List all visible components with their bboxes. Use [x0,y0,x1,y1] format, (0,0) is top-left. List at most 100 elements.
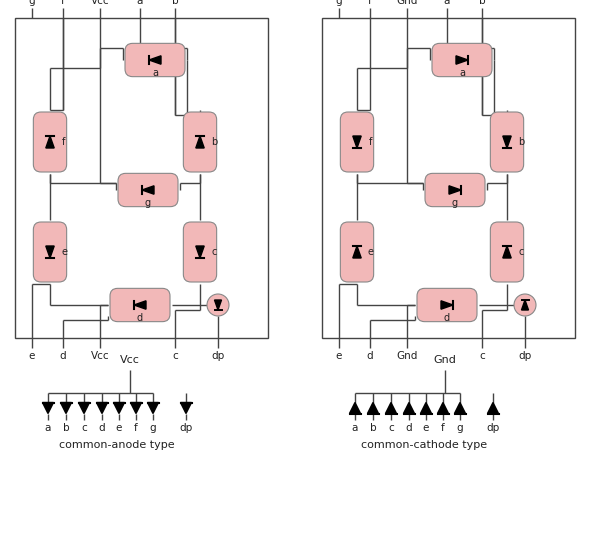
Text: g: g [336,0,342,6]
Text: d: d [405,423,412,433]
Polygon shape [196,136,204,148]
Polygon shape [42,403,53,414]
FancyBboxPatch shape [425,173,485,207]
Polygon shape [385,403,396,414]
FancyBboxPatch shape [183,222,217,282]
Polygon shape [487,403,498,414]
Circle shape [207,294,229,316]
Polygon shape [196,246,204,258]
Polygon shape [180,403,191,414]
Polygon shape [46,246,54,258]
Text: common-cathode type: common-cathode type [361,440,487,450]
Text: e: e [423,423,429,433]
Text: a: a [352,423,358,433]
Text: b: b [63,423,69,433]
Text: g: g [145,198,151,208]
FancyBboxPatch shape [432,44,492,77]
Text: e: e [116,423,122,433]
Polygon shape [134,301,146,309]
Text: d: d [59,351,66,361]
Text: c: c [211,247,217,257]
Text: e: e [368,247,374,257]
FancyBboxPatch shape [110,288,170,322]
Polygon shape [78,403,89,414]
Polygon shape [455,403,466,414]
Polygon shape [421,403,432,414]
Text: dp: dp [518,351,532,361]
Text: b: b [211,137,217,147]
Circle shape [514,294,536,316]
Text: d: d [99,423,105,433]
FancyBboxPatch shape [341,112,374,172]
Text: f: f [61,0,65,6]
Text: b: b [172,0,178,6]
Bar [15,18,268,338]
Text: dp: dp [211,351,225,361]
Text: Vcc: Vcc [90,0,109,6]
Text: f: f [441,423,445,433]
Text: common-anode type: common-anode type [59,440,175,450]
Text: g: g [29,0,35,6]
FancyBboxPatch shape [490,222,524,282]
Text: a: a [45,423,51,433]
Polygon shape [353,136,361,148]
Text: Gnd: Gnd [433,355,456,365]
Text: d: d [137,313,143,323]
Text: c: c [172,351,178,361]
Text: b: b [479,0,486,6]
FancyBboxPatch shape [417,288,477,322]
Text: a: a [137,0,143,6]
Polygon shape [367,403,379,414]
Text: d: d [367,351,373,361]
Polygon shape [503,136,511,148]
Text: e: e [336,351,342,361]
Text: Gnd: Gnd [396,0,418,6]
Text: c: c [479,351,485,361]
Polygon shape [521,300,529,310]
Text: b: b [518,137,524,147]
Text: dp: dp [180,423,192,433]
Text: f: f [134,423,138,433]
FancyBboxPatch shape [490,112,524,172]
Polygon shape [131,403,141,414]
Text: g: g [456,423,463,433]
Text: f: f [63,137,66,147]
FancyBboxPatch shape [183,112,217,172]
FancyBboxPatch shape [341,222,374,282]
Polygon shape [149,56,161,64]
Text: c: c [81,423,87,433]
Text: dp: dp [486,423,500,433]
FancyBboxPatch shape [125,44,185,77]
Polygon shape [438,403,449,414]
Polygon shape [456,56,468,64]
Text: b: b [370,423,376,433]
Text: c: c [518,247,524,257]
Text: f: f [368,0,372,6]
Text: Vcc: Vcc [120,355,140,365]
Text: a: a [444,0,450,6]
Polygon shape [46,136,54,148]
Text: d: d [444,313,450,323]
Polygon shape [114,403,124,414]
Polygon shape [61,403,72,414]
Text: e: e [29,351,35,361]
Polygon shape [142,186,154,194]
Text: Gnd: Gnd [396,351,418,361]
Text: f: f [369,137,373,147]
Text: Vcc: Vcc [90,351,109,361]
Polygon shape [97,403,107,414]
FancyBboxPatch shape [33,222,67,282]
Text: g: g [150,423,157,433]
Text: g: g [452,198,458,208]
Polygon shape [404,403,415,414]
Text: e: e [61,247,67,257]
Polygon shape [214,300,222,310]
Text: a: a [459,68,465,78]
Polygon shape [503,246,511,258]
Text: a: a [152,68,158,78]
Polygon shape [441,301,453,309]
Polygon shape [148,403,158,414]
FancyBboxPatch shape [33,112,67,172]
Polygon shape [353,246,361,258]
Text: c: c [388,423,394,433]
